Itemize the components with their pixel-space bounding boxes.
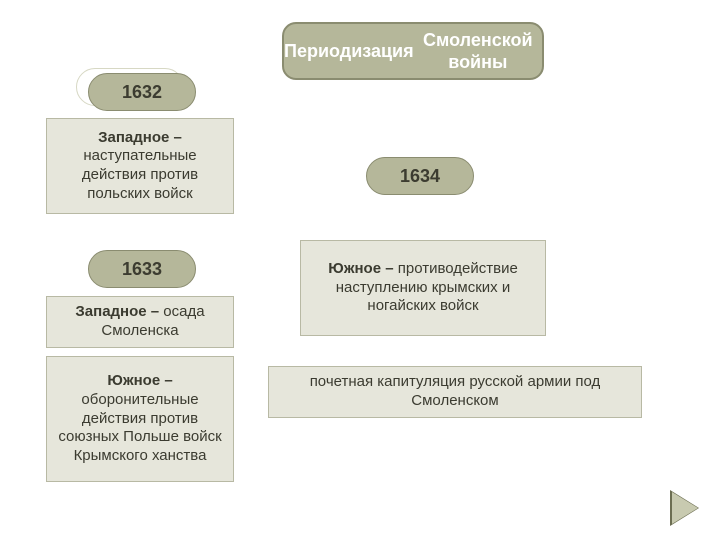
box-1634-capit: почетная капитуляция русской армии под С… (268, 366, 642, 418)
slide-title: ПериодизацияСмоленской войны (282, 22, 544, 80)
box-1634-south: Южное – противодействие наступлению крым… (300, 240, 546, 336)
year-badge-1632: 1632 (88, 73, 196, 111)
box-1633-west: Западное – осада Смоленска (46, 296, 234, 348)
box-1633-south: Южное – оборонительные действия против с… (46, 356, 234, 482)
chevron-right-icon (672, 492, 698, 524)
year-badge-1634: 1634 (366, 157, 474, 195)
next-slide-button[interactable] (672, 492, 698, 524)
year-badge-1633: 1633 (88, 250, 196, 288)
box-1632-west: Западное – наступательные действия проти… (46, 118, 234, 214)
